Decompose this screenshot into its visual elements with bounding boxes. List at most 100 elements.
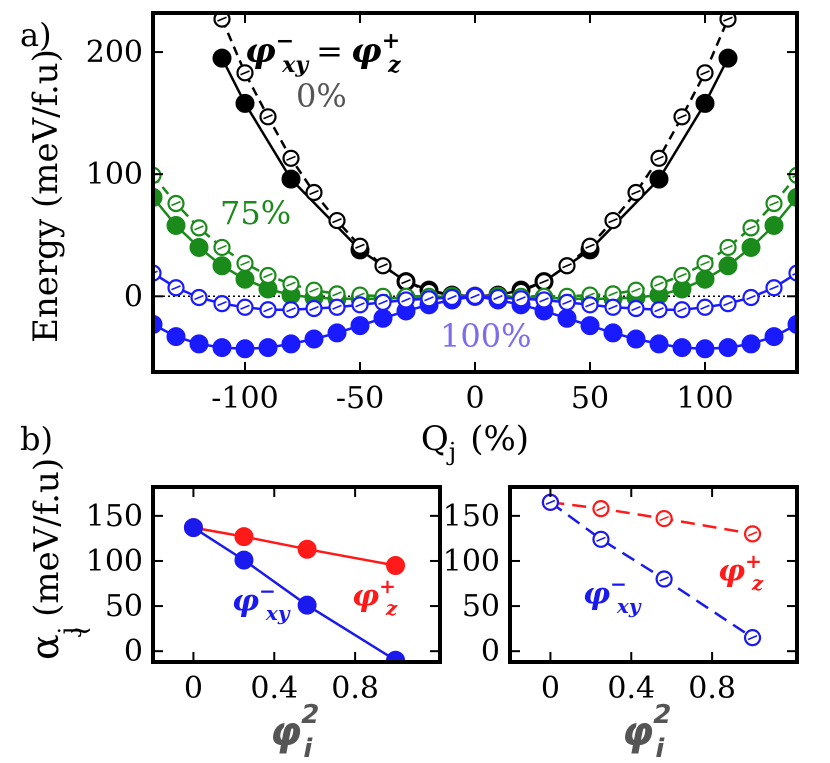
y-tick-label: 0 bbox=[481, 634, 500, 669]
data-point-filled bbox=[787, 187, 797, 207]
energy-xlabel-sub: j bbox=[446, 438, 456, 466]
data-point-filled bbox=[764, 327, 784, 347]
data-point-filled bbox=[787, 314, 797, 334]
data-point-open-slash bbox=[562, 299, 572, 306]
data-point-open-slash bbox=[309, 189, 319, 196]
data-point-open-slash bbox=[700, 260, 710, 266]
data-point-filled bbox=[649, 169, 669, 189]
x-tick-label: 0.4 bbox=[250, 671, 298, 706]
energy-ticks: -100 -50 0 50 100 0 100 200 bbox=[86, 13, 797, 416]
y-tick-label: 150 bbox=[443, 499, 500, 534]
alpha-left-xlabel-sub: i bbox=[303, 734, 313, 763]
data-point-open-slash bbox=[596, 506, 606, 512]
data-point-open-slash bbox=[608, 217, 618, 224]
data-point-filled bbox=[741, 334, 761, 354]
data-point-open-slash bbox=[194, 225, 204, 231]
energy-series bbox=[153, 13, 797, 359]
y-tick-label: 100 bbox=[443, 544, 500, 579]
alpha-right-label-z: φ+ z bbox=[718, 549, 764, 595]
right-xy-sup: − bbox=[610, 572, 627, 596]
data-point-open-slash bbox=[355, 243, 365, 249]
alpha-left-xlabel-sup: 2 bbox=[301, 700, 319, 730]
data-point-open-slash bbox=[171, 200, 181, 207]
series-line-phi-z-plus bbox=[550, 501, 753, 536]
alpha-right-plot-frame bbox=[508, 485, 799, 664]
data-point-filled bbox=[718, 338, 738, 358]
data-point-filled bbox=[741, 237, 761, 257]
data-point-open-slash bbox=[562, 263, 572, 269]
data-point-open-slash bbox=[539, 279, 549, 285]
data-point-open-slash bbox=[378, 263, 388, 269]
panel-label-b: b) bbox=[20, 420, 53, 458]
y-tick-label: 0 bbox=[124, 634, 143, 669]
data-point-open-slash bbox=[332, 217, 342, 224]
energy-xlabel-unit: (%) bbox=[470, 419, 529, 459]
alpha-left-series bbox=[183, 518, 406, 662]
data-point-open-slash bbox=[723, 301, 733, 307]
x-tick-label: 0 bbox=[184, 671, 203, 706]
data-point-filled bbox=[183, 518, 203, 538]
left-z-base: φ bbox=[352, 579, 379, 614]
x-tick-label: 0 bbox=[465, 381, 484, 416]
data-point-filled bbox=[327, 323, 347, 343]
x-tick-label: 0.8 bbox=[688, 671, 736, 706]
data-point-open-slash bbox=[309, 287, 319, 293]
series-line-phi-xy-minus bbox=[192, 526, 397, 662]
data-point-open-slash bbox=[240, 260, 250, 266]
energy-chart: -100 -50 0 50 100 0 100 200 Energy (meV/f.u) Qj… bbox=[26, 11, 799, 466]
data-point-filled bbox=[626, 329, 646, 349]
data-point-open-slash bbox=[654, 155, 664, 161]
data-point-filled bbox=[281, 334, 301, 354]
data-point-open-slash bbox=[263, 307, 273, 313]
data-point-open-slash bbox=[378, 299, 388, 306]
annotation-lhs-sub: xy bbox=[281, 52, 310, 78]
data-point-open-slash bbox=[516, 296, 526, 302]
data-point-filled bbox=[234, 527, 254, 547]
panel-label-a: a) bbox=[20, 16, 52, 54]
data-point-filled bbox=[764, 215, 784, 235]
x-tick-label: 100 bbox=[676, 381, 733, 416]
tilde-mark: ~ bbox=[68, 613, 93, 648]
data-point-open-slash bbox=[424, 296, 434, 302]
data-point-filled bbox=[258, 338, 278, 358]
data-point-open-slash bbox=[792, 272, 797, 276]
right-xy-sub: xy bbox=[616, 594, 642, 618]
data-point-filled bbox=[373, 308, 393, 328]
data-point-filled bbox=[603, 323, 623, 343]
annotation-lhs-sup: − bbox=[276, 28, 294, 54]
series-label-75pct: 75% bbox=[220, 194, 291, 232]
left-xy-base: φ bbox=[232, 584, 259, 619]
data-point-open-slash bbox=[746, 294, 756, 301]
data-point-filled bbox=[189, 334, 209, 354]
data-point-open-slash bbox=[747, 635, 758, 641]
annotation-eq: = bbox=[316, 32, 343, 70]
data-point-filled bbox=[695, 339, 715, 359]
series-clip-group bbox=[153, 13, 797, 359]
data-point-open-slash bbox=[792, 174, 797, 179]
series-clip-group bbox=[183, 518, 406, 662]
data-point-open-slash bbox=[677, 114, 687, 120]
data-point-open-slash bbox=[659, 515, 669, 522]
data-point-open-slash bbox=[240, 304, 250, 310]
alpha-ylabel: αj (meV/f.u) bbox=[23, 458, 82, 660]
alpha-left-plot-frame bbox=[151, 485, 442, 664]
x-tick-label: 0.8 bbox=[331, 671, 379, 706]
right-z-base: φ bbox=[718, 554, 745, 589]
data-point-filled bbox=[234, 550, 254, 570]
data-point-open-slash bbox=[631, 287, 641, 293]
data-point-filled bbox=[304, 329, 324, 349]
data-point-open-slash bbox=[309, 305, 319, 312]
data-point-filled bbox=[235, 269, 255, 289]
alpha-right-xlabel-base: φ bbox=[622, 709, 653, 755]
data-point-filled bbox=[672, 338, 692, 358]
x-tick-label: 50 bbox=[571, 381, 609, 416]
right-z-sub: z bbox=[751, 571, 764, 595]
data-point-open-slash bbox=[585, 302, 595, 308]
right-xy-base: φ bbox=[583, 577, 610, 612]
energy-xlabel-q: Q bbox=[421, 419, 449, 459]
data-point-open-slash bbox=[723, 16, 733, 22]
data-point-open-slash bbox=[240, 70, 250, 76]
energy-xlabel: Qj (%) bbox=[421, 419, 529, 466]
